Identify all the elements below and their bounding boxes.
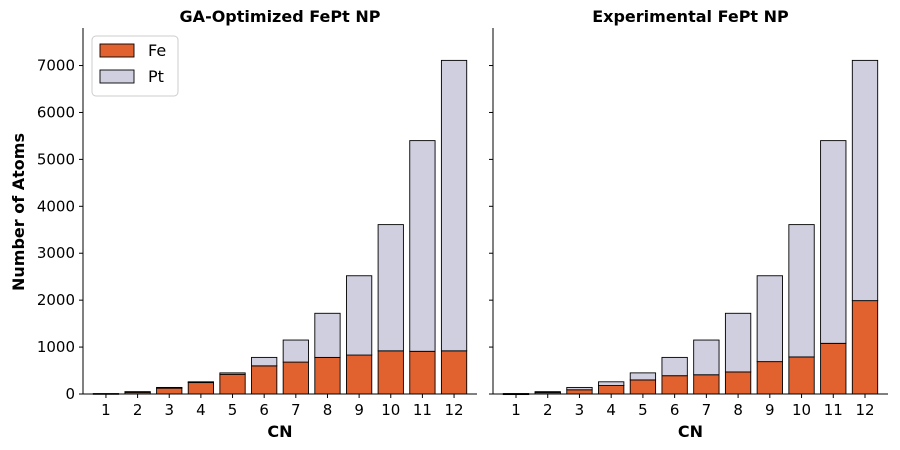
bar-pt-cn-10 xyxy=(377,224,404,352)
bar-pt-cn-3 xyxy=(156,386,183,389)
legend: Fe Pt xyxy=(91,35,179,97)
bar-pt-cn-7 xyxy=(282,339,309,363)
bar-pt-cn-11 xyxy=(409,140,436,352)
x-tick-label: 12 xyxy=(855,401,874,419)
y-tick-label: 1000 xyxy=(37,338,75,356)
bar-fe-cn-12 xyxy=(440,350,468,395)
x-tick-label: 11 xyxy=(824,401,843,419)
bar-fe-cn-7 xyxy=(693,374,720,395)
y-tick-label: 2000 xyxy=(37,291,75,309)
chart-panel-1: GA-Optimized FePt NP1 2 3 4 5 6 7 8 9 10 11 1201000… xyxy=(37,7,477,441)
x-tick-label: 1 xyxy=(511,401,521,419)
x-tick-label: 2 xyxy=(543,401,553,419)
bar-pt-cn-2 xyxy=(534,391,561,394)
x-tick-label: 8 xyxy=(323,401,333,419)
chart-title: GA-Optimized FePt NP xyxy=(180,7,381,26)
x-tick-label: 7 xyxy=(291,401,301,419)
bar-fe-cn-11 xyxy=(409,350,436,395)
legend-swatch-pt xyxy=(99,69,135,84)
bar-fe-cn-9 xyxy=(346,354,373,395)
legend-label-pt: Pt xyxy=(148,67,164,86)
bar-pt-cn-6 xyxy=(661,356,688,377)
bar-fe-cn-3 xyxy=(156,387,183,395)
bar-fe-cn-4 xyxy=(187,381,214,395)
bar-fe-cn-5 xyxy=(629,379,657,395)
bar-fe-cn-8 xyxy=(314,356,341,395)
bar-pt-cn-4 xyxy=(187,381,214,384)
bar-pt-cn-5 xyxy=(219,372,246,375)
bar-pt-cn-11 xyxy=(820,140,847,344)
bar-fe-cn-12 xyxy=(851,300,879,395)
bar-fe-cn-7 xyxy=(282,361,309,395)
x-tick-label: 6 xyxy=(670,401,680,419)
x-tick-label: 11 xyxy=(413,401,432,419)
x-axis-label: CN xyxy=(678,422,703,441)
bar-fe-cn-6 xyxy=(661,375,688,395)
bar-fe-cn-8 xyxy=(724,371,752,395)
bar-pt-cn-10 xyxy=(788,224,815,358)
y-tick-label: 7000 xyxy=(37,57,75,75)
x-tick-label: 3 xyxy=(575,401,585,419)
y-axis-label: Number of Atoms xyxy=(9,133,28,291)
bar-fe-cn-3 xyxy=(566,389,593,395)
bar-pt-cn-3 xyxy=(566,386,593,391)
legend-label-fe: Fe xyxy=(148,41,166,60)
bar-pt-cn-4 xyxy=(598,381,625,386)
chart-panels: GA-Optimized FePt NP1 2 3 4 5 6 7 8 9 10 11 1201000… xyxy=(37,7,888,441)
x-tick-label: 1 xyxy=(101,401,111,419)
bar-fe-cn-10 xyxy=(377,350,404,395)
y-tick-label: 4000 xyxy=(37,197,75,215)
x-tick-label: 9 xyxy=(354,401,364,419)
x-tick-label: 5 xyxy=(638,401,648,419)
y-tick-label: 5000 xyxy=(37,150,75,168)
bar-pt-cn-2 xyxy=(124,391,151,393)
bar-pt-cn-9 xyxy=(756,275,783,363)
x-tick-label: 10 xyxy=(792,401,811,419)
legend-swatch-fe xyxy=(99,43,135,58)
x-axis-label: CN xyxy=(267,422,292,441)
x-tick-label: 7 xyxy=(702,401,712,419)
chart-title: Experimental FePt NP xyxy=(592,7,789,26)
x-tick-label: 12 xyxy=(445,401,464,419)
bar-pt-cn-9 xyxy=(346,275,373,356)
bar-fe-cn-10 xyxy=(788,356,815,395)
y-tick-label: 3000 xyxy=(37,244,75,262)
bar-fe-cn-9 xyxy=(756,361,783,395)
bar-pt-cn-6 xyxy=(251,356,278,367)
bar-pt-cn-5 xyxy=(629,372,657,381)
bar-pt-cn-12 xyxy=(440,59,468,352)
x-tick-label: 6 xyxy=(259,401,269,419)
bar-pt-cn-8 xyxy=(314,312,341,358)
bar-fe-cn-11 xyxy=(820,342,847,395)
bar-pt-cn-7 xyxy=(693,339,720,376)
x-tick-label: 5 xyxy=(228,401,238,419)
bar-fe-cn-4 xyxy=(598,385,625,395)
x-tick-label: 4 xyxy=(606,401,616,419)
x-tick-label: 10 xyxy=(381,401,400,419)
x-tick-label: 2 xyxy=(133,401,143,419)
bar-fe-cn-5 xyxy=(219,373,246,395)
bar-pt-cn-12 xyxy=(851,59,879,302)
x-tick-label: 8 xyxy=(733,401,743,419)
y-tick-label: 0 xyxy=(65,385,75,403)
x-tick-label: 4 xyxy=(196,401,206,419)
x-tick-label: 3 xyxy=(164,401,174,419)
bar-pt-cn-8 xyxy=(724,312,752,373)
bar-fe-cn-6 xyxy=(251,365,278,395)
y-tick-label: 6000 xyxy=(37,103,75,121)
x-tick-label: 9 xyxy=(765,401,775,419)
